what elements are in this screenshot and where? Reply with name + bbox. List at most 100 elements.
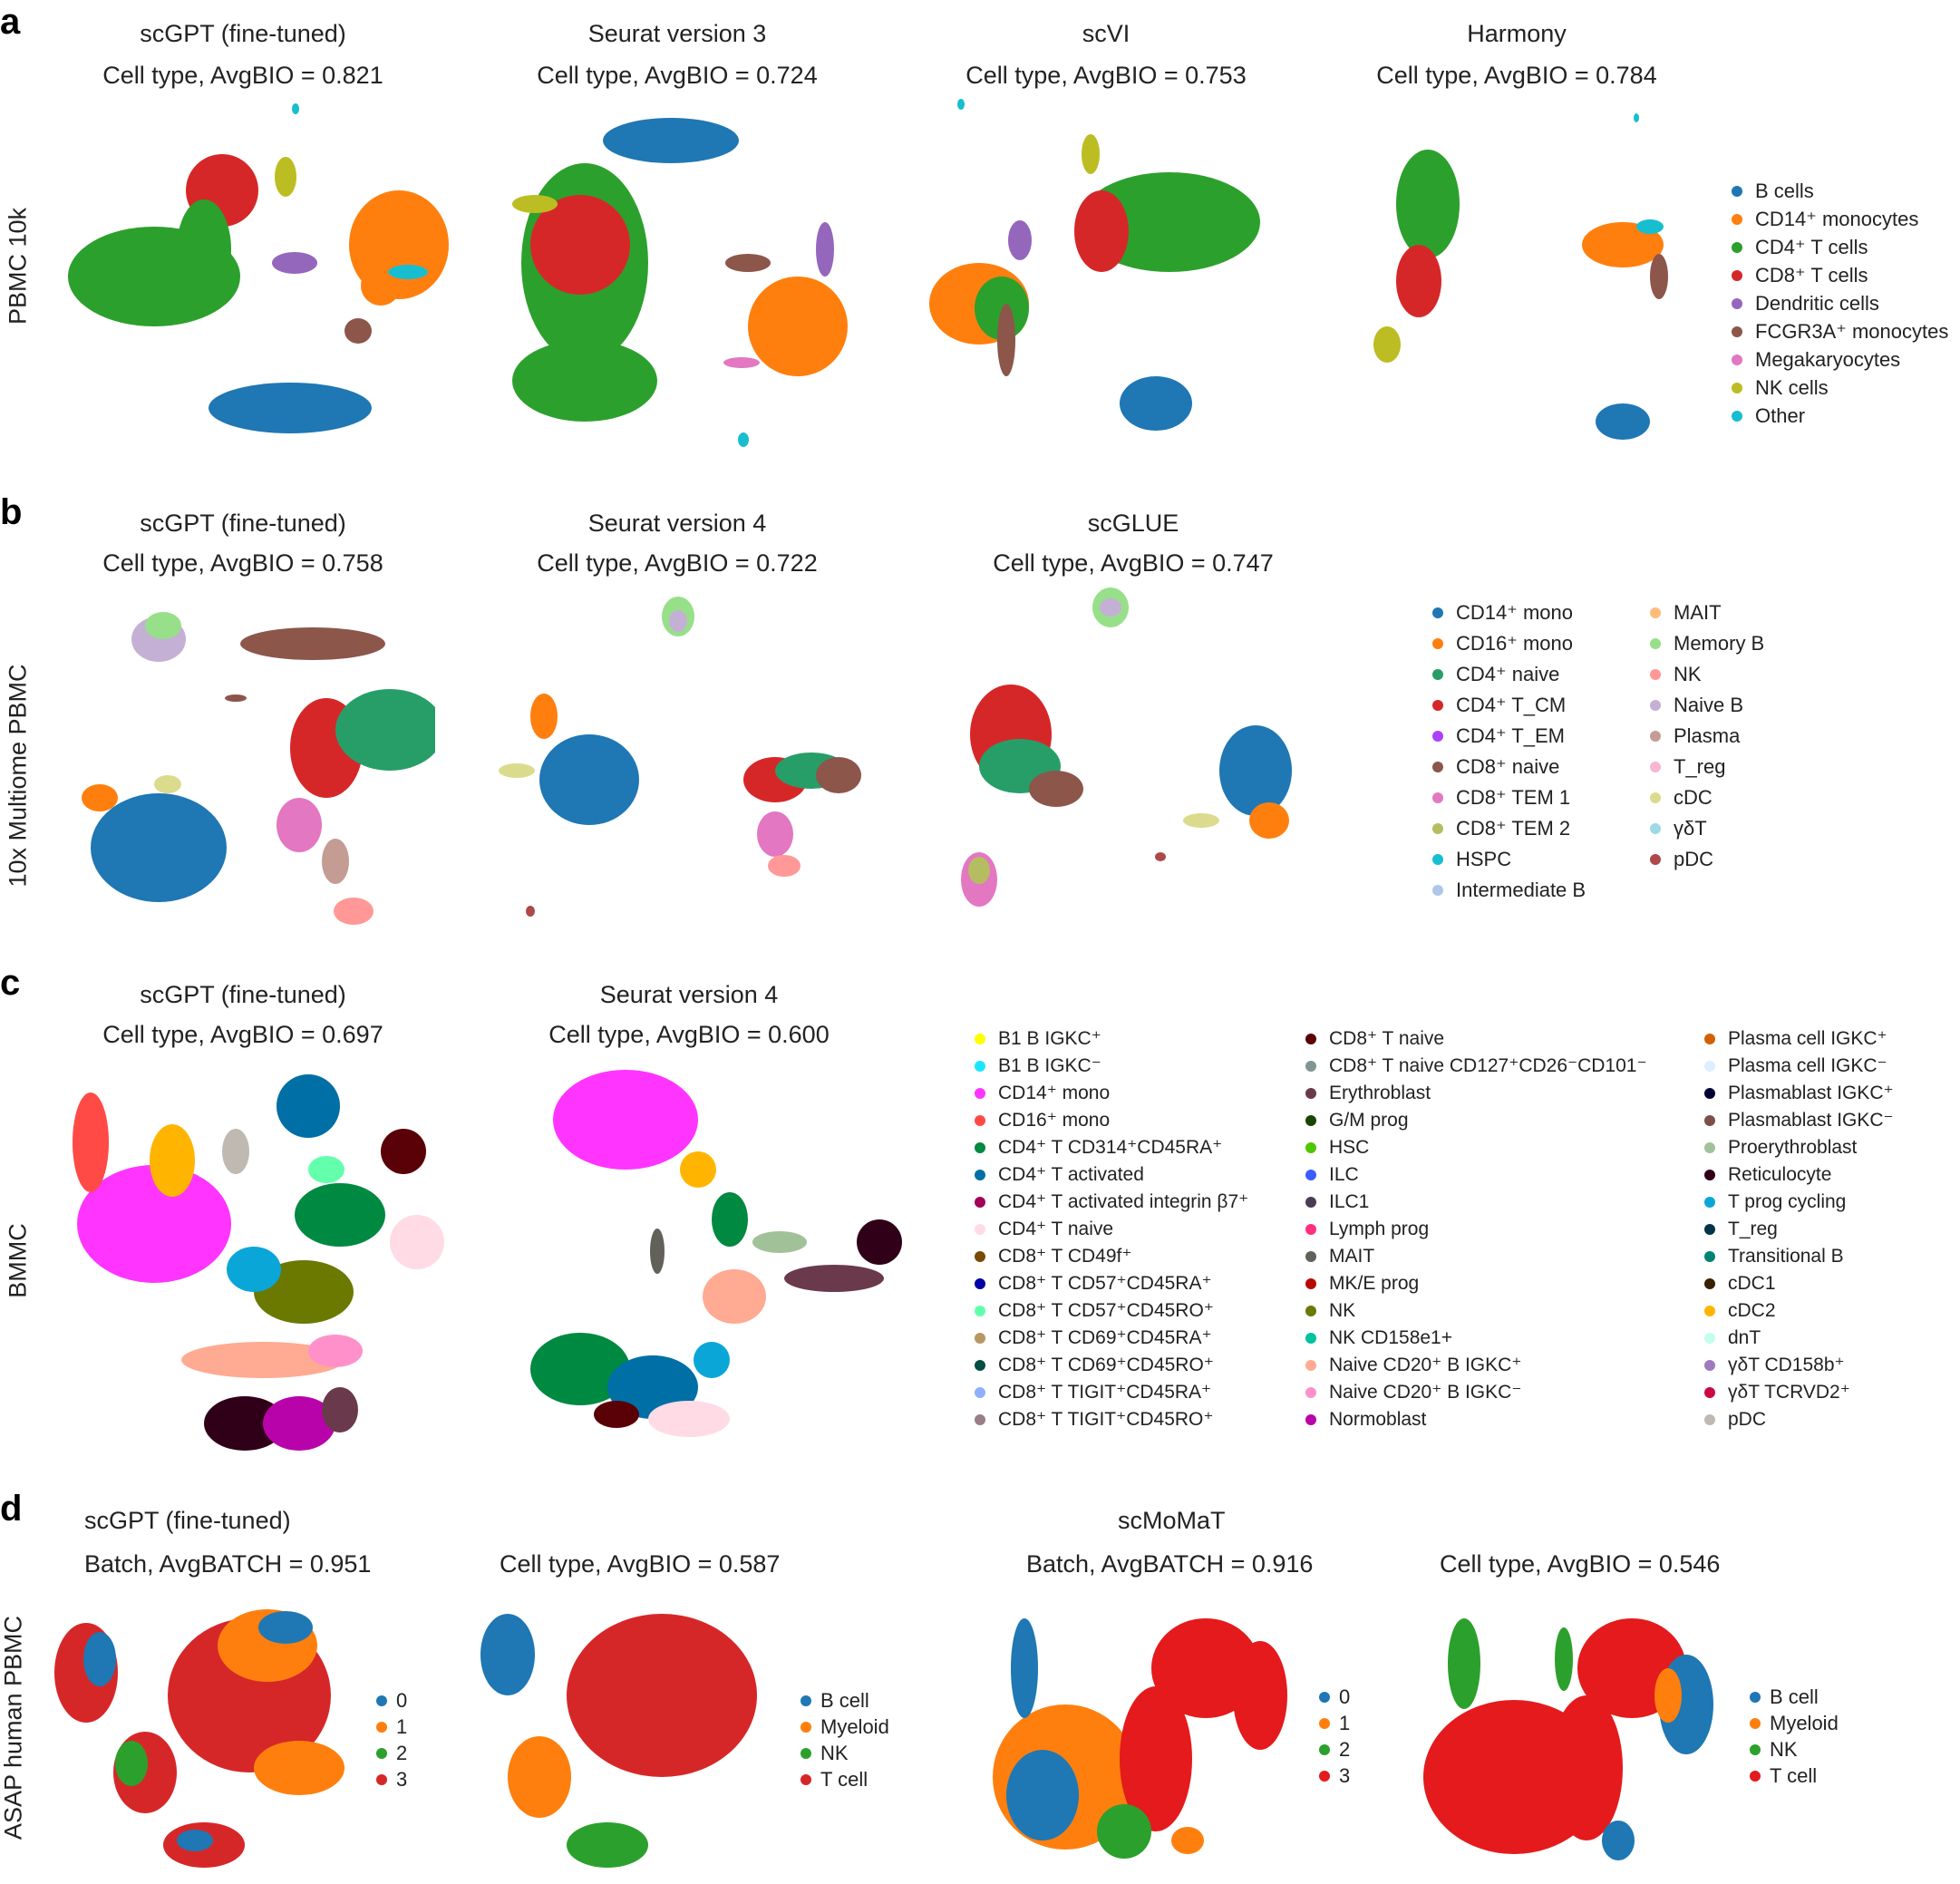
legend-swatch xyxy=(376,1695,387,1706)
legend-swatch xyxy=(1305,1169,1316,1180)
legend-label: Memory B xyxy=(1674,632,1765,655)
legend-swatch xyxy=(1704,1277,1715,1289)
legend-swatch xyxy=(1704,1359,1715,1371)
legend-swatch xyxy=(800,1722,811,1733)
legend-item: 0 xyxy=(376,1691,407,1711)
legend-label: MAIT xyxy=(1674,601,1722,624)
legend-label: CD14⁺ monocytes xyxy=(1755,208,1919,230)
legend-item: HSPC xyxy=(1432,850,1511,869)
legend-swatch xyxy=(800,1774,811,1785)
legend-item: CD4⁺ T activated integrin β7⁺ xyxy=(975,1192,1248,1211)
legend-label: HSPC xyxy=(1456,848,1512,870)
umap-a4 xyxy=(1373,113,1668,440)
legend-swatch xyxy=(1305,1332,1316,1344)
legend-swatch xyxy=(975,1033,985,1044)
legend-label: Myeloid xyxy=(820,1715,889,1738)
umap-b1 xyxy=(82,612,435,925)
legend-label: 1 xyxy=(1339,1712,1351,1734)
legend-swatch xyxy=(1750,1718,1761,1729)
legend-item: CD8⁺ T cells xyxy=(1732,266,1868,286)
legend-label: B cells xyxy=(1755,180,1814,202)
legend-swatch xyxy=(1650,700,1661,711)
legend-swatch xyxy=(1732,186,1742,197)
legend-d1: 0 1 2 3 xyxy=(376,1691,431,1800)
legend-swatch xyxy=(1305,1033,1316,1044)
legend-swatch xyxy=(1650,792,1661,803)
legend-swatch xyxy=(1305,1196,1316,1208)
legend-item: MAIT xyxy=(1305,1247,1374,1266)
plot-metric-c1: Cell type, AvgBIO = 0.697 xyxy=(102,1021,383,1048)
umap-a3 xyxy=(929,99,1260,431)
legend-swatch xyxy=(1305,1087,1316,1099)
legend-item: Plasmablast IGKC⁻ xyxy=(1704,1111,1894,1130)
legend-item: T prog cycling xyxy=(1704,1192,1846,1211)
legend-item: MK/E prog xyxy=(1305,1274,1419,1293)
umap-d1 xyxy=(54,1609,344,1868)
legend-label: cDC xyxy=(1674,786,1713,809)
legend-item: CD8⁺ T CD69⁺CD45RA⁺ xyxy=(975,1328,1212,1347)
legend-item: γδT CD158b⁺ xyxy=(1704,1355,1845,1374)
legend-label: ILC xyxy=(1329,1164,1359,1185)
legend-label: CD8⁺ T CD57⁺CD45RO⁺ xyxy=(998,1300,1214,1321)
panel-letter-a: a xyxy=(0,2,21,42)
legend-item: CD8⁺ T TIGIT⁺CD45RO⁺ xyxy=(975,1410,1213,1429)
legend-swatch xyxy=(1704,1250,1715,1262)
legend-swatch xyxy=(1732,354,1742,365)
plot-title-a2: Seurat version 3 xyxy=(587,20,767,47)
legend-label: CD4⁺ T_EM xyxy=(1456,724,1566,747)
legend-swatch xyxy=(1305,1305,1316,1316)
legend-label: T cell xyxy=(820,1768,868,1791)
legend-item: T cell xyxy=(1750,1766,1817,1786)
legend-label: B cell xyxy=(1770,1685,1819,1708)
legend-item: B1 B IGKC⁺ xyxy=(975,1029,1101,1048)
legend-swatch xyxy=(1704,1305,1715,1316)
legend-item: 2 xyxy=(376,1743,407,1763)
legend-label: Plasma cell IGKC⁻ xyxy=(1728,1055,1887,1076)
legend-swatch xyxy=(1319,1718,1330,1729)
legend-swatch xyxy=(1650,669,1661,680)
legend-item: CD4⁺ T CD314⁺CD45RA⁺ xyxy=(975,1138,1222,1157)
legend-item: CD8⁺ TEM 1 xyxy=(1432,788,1570,808)
legend-item: Naive B xyxy=(1650,695,1743,715)
legend-swatch xyxy=(1650,607,1661,618)
panel-letter-d: d xyxy=(0,1489,23,1529)
plot-title-a3: scVI xyxy=(1082,20,1130,47)
legend-swatch xyxy=(800,1695,811,1706)
legend-swatch xyxy=(1432,854,1443,865)
legend-item: 1 xyxy=(1319,1714,1350,1733)
legend-swatch xyxy=(1704,1060,1715,1072)
legend-item: CD16⁺ mono xyxy=(1432,634,1573,654)
legend-label: CD16⁺ mono xyxy=(998,1110,1111,1131)
legend-item: Reticulocyte xyxy=(1704,1165,1831,1184)
legend-swatch xyxy=(1432,700,1443,711)
plot-metric-a2: Cell type, AvgBIO = 0.724 xyxy=(537,62,818,89)
legend-swatch xyxy=(1732,383,1742,393)
plot-title-a4: Harmony xyxy=(1467,20,1567,47)
legend-item: Plasma xyxy=(1650,726,1740,746)
legend-item: B1 B IGKC⁻ xyxy=(975,1056,1101,1075)
legend-label: T_reg xyxy=(1728,1219,1778,1239)
legend-swatch xyxy=(1432,762,1443,772)
legend-swatch xyxy=(1750,1744,1761,1755)
legend-a: B cells CD14⁺ monocytes CD4⁺ T cells CD8… xyxy=(1732,181,1958,435)
legend-item: CD4⁺ T cells xyxy=(1732,238,1868,257)
legend-swatch xyxy=(376,1774,387,1785)
legend-swatch xyxy=(1732,214,1742,225)
plot-metric-b1: Cell type, AvgBIO = 0.758 xyxy=(102,549,383,577)
legend-swatch xyxy=(1305,1060,1316,1072)
legend-item: Naive CD20⁺ B IGKC⁺ xyxy=(1305,1355,1521,1374)
legend-label: CD14⁺ mono xyxy=(1456,601,1574,624)
legend-swatch xyxy=(1319,1771,1330,1782)
legend-d2: B cell Myeloid NK T cell xyxy=(800,1691,909,1800)
legend-swatch xyxy=(1650,823,1661,834)
legend-item: dnT xyxy=(1704,1328,1761,1347)
legend-item: NK xyxy=(1750,1740,1798,1760)
legend-label: cDC2 xyxy=(1728,1300,1776,1321)
legend-label: CD8⁺ T cells xyxy=(1755,264,1868,286)
legend-item: T_reg xyxy=(1704,1219,1778,1238)
legend-label: NK cells xyxy=(1755,376,1829,399)
legend-label: CD4⁺ T naive xyxy=(998,1219,1114,1239)
legend-item: Dendritic cells xyxy=(1732,294,1879,314)
panel-letter-c: c xyxy=(0,963,21,1003)
legend-label: MAIT xyxy=(1329,1246,1375,1267)
